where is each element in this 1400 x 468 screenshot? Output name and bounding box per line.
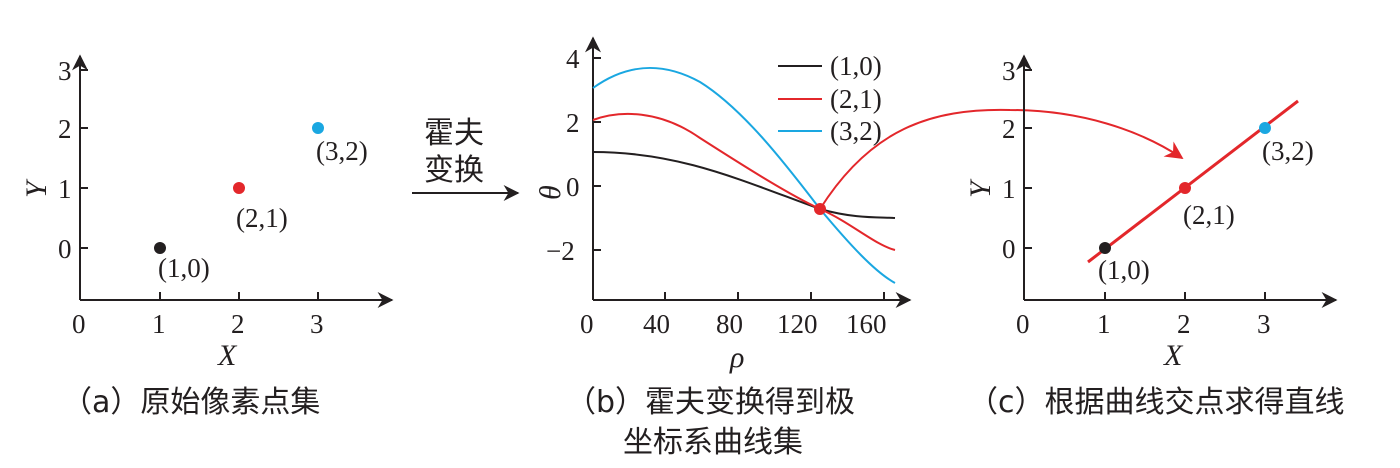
panel-c-y-tick-label: 0: [1002, 234, 1016, 264]
panel-c: 0 1 2 3 0 1 2 3 X Y (1,0) (2,1) (3,2) （c…: [964, 54, 1345, 420]
panel-c-y-tick-label: 2: [1002, 114, 1016, 144]
panel-c-x-axis-label: X: [1163, 339, 1184, 372]
panel-a-point-label: (1,0): [158, 253, 210, 283]
curve-2-1: [592, 112, 896, 251]
panel-c-point-1-0: [1099, 242, 1111, 254]
panel-c-point-3-2: [1259, 122, 1271, 134]
panel-b-x-tick-label: 80: [716, 309, 743, 339]
panel-c-point-label: (2,1): [1183, 200, 1235, 230]
panel-a-y-tick-label: 1: [58, 174, 72, 204]
panel-b-x-tick-label: 160: [846, 309, 887, 339]
legend-label: (3,2): [830, 116, 882, 146]
panel-b-x-tick-label: 0: [580, 309, 594, 339]
panel-a-x-tick-label: 1: [152, 309, 166, 339]
legend-label: (1,0): [830, 51, 882, 81]
panel-b-legend: (1,0) (2,1) (3,2): [778, 51, 882, 146]
panel-a-point-label: (2,1): [236, 203, 288, 233]
panel-b: 4 2 0 −2 0 40 80 120 160 ρ θ (1,0) (2,1)…: [534, 36, 912, 460]
panel-b-y-tick-label: −2: [546, 236, 575, 266]
panel-a-point-label: (3,2): [316, 136, 368, 166]
panel-a-caption: （a）原始像素点集: [62, 385, 320, 420]
panel-c-y-tick-label: 3: [1002, 56, 1016, 86]
panel-c-x-tick-label: 3: [1257, 309, 1271, 339]
panel-c-x-tick-label: 1: [1097, 309, 1111, 339]
panel-c-y-axis-label: Y: [964, 178, 997, 198]
panel-a-x-axis-label: X: [217, 339, 238, 372]
panel-a-x-tick-label: 0: [72, 309, 86, 339]
panel-a-point-1-0: [154, 242, 166, 254]
panel-c-x-tick-label: 0: [1016, 309, 1030, 339]
panel-b-x-tick-label: 40: [643, 309, 670, 339]
panel-b-x-tick-label: 120: [777, 309, 818, 339]
panel-b-y-tick-label: 2: [566, 108, 580, 138]
legend-label: (2,1): [830, 84, 882, 114]
curve-1-0: [592, 151, 896, 219]
panel-c-y-tick-label: 1: [1002, 174, 1016, 204]
panel-c-point-label: (3,2): [1262, 136, 1314, 166]
panel-a-y-tick-label: 0: [58, 234, 72, 264]
transform-arrow-group: 霍夫 变换: [412, 116, 520, 201]
panel-a: 0 1 2 3 0 1 2 3 X Y (1,0) (2,1) (3,2) （a…: [20, 54, 394, 420]
panel-b-caption-line1: （b）霍夫变换得到极: [566, 385, 855, 420]
panel-a-point-3-2: [312, 122, 324, 134]
panel-c-x-tick-label: 2: [1177, 309, 1191, 339]
panel-a-x-tick-label: 3: [310, 309, 324, 339]
panel-a-x-tick-label: 2: [231, 309, 245, 339]
panel-c-point-2-1: [1179, 182, 1191, 194]
transform-label-line1: 霍夫: [424, 116, 484, 151]
panel-b-x-axis-label: ρ: [729, 341, 744, 374]
panel-b-y-tick-label: 4: [566, 44, 580, 74]
transform-label-line2: 变换: [424, 153, 484, 188]
panel-a-y-axis-label: Y: [20, 178, 53, 198]
panel-a-y-tick-label: 2: [58, 114, 72, 144]
panel-c-caption: （c）根据曲线交点求得直线: [968, 385, 1345, 420]
panel-b-y-axis-label: θ: [534, 185, 567, 200]
panel-a-point-2-1: [233, 182, 245, 194]
panel-c-point-label: (1,0): [1098, 255, 1150, 285]
panel-b-y-tick-label: 0: [566, 172, 580, 202]
curve-3-2: [592, 66, 896, 284]
panel-b-caption-line2: 坐标系曲线集: [623, 425, 803, 460]
connector-arrow: [819, 108, 1184, 210]
panel-a-y-tick-label: 3: [58, 56, 72, 86]
